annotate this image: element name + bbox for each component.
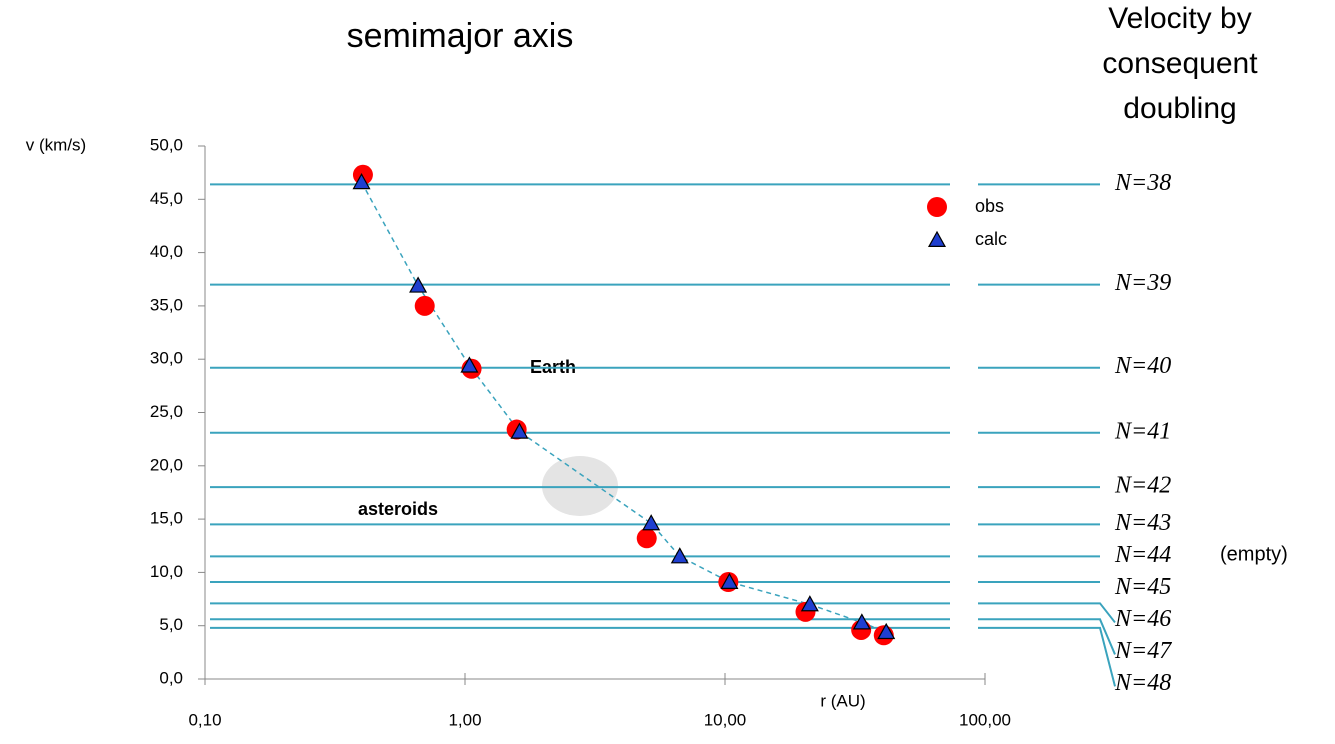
legend-label: calc — [975, 229, 1007, 249]
y-tick-label: 0,0 — [159, 668, 183, 687]
x-axis-label: r (AU) — [820, 691, 865, 710]
x-tick-label: 10,00 — [704, 710, 747, 729]
chart-title: semimajor axis — [347, 17, 574, 55]
level-label: N=45 — [1114, 574, 1171, 600]
level-label: N=39 — [1114, 270, 1171, 296]
level-connector — [978, 619, 1115, 654]
annotation: asteroids — [358, 499, 438, 519]
x-tick-label: 1,00 — [448, 710, 481, 729]
asteroid-belt — [542, 456, 618, 516]
level-label: N=48 — [1114, 670, 1171, 696]
y-tick-label: 20,0 — [150, 455, 183, 474]
legend-marker — [927, 197, 947, 217]
level-label: N=42 — [1114, 473, 1171, 499]
level-label: N=41 — [1114, 418, 1171, 444]
obs-point — [637, 528, 657, 548]
y-axis-label: v (km/s) — [26, 135, 86, 154]
y-tick-label: 30,0 — [150, 349, 183, 368]
legend-marker — [929, 232, 945, 246]
obs-point — [415, 296, 435, 316]
legend-label: obs — [975, 196, 1004, 216]
y-tick-label: 10,0 — [150, 562, 183, 581]
level-label: N=38 — [1114, 170, 1171, 196]
level-label: N=40 — [1114, 353, 1171, 379]
side-title: doubling — [1123, 92, 1236, 125]
fit-curve — [362, 182, 887, 632]
y-tick-label: 5,0 — [159, 615, 183, 634]
x-tick-label: 100,00 — [959, 710, 1011, 729]
x-tick-label: 0,10 — [188, 710, 221, 729]
y-tick-label: 50,0 — [150, 135, 183, 154]
level-connector — [978, 628, 1115, 687]
level-label: N=46 — [1114, 606, 1171, 632]
page: semimajor axis Velocity by consequent do… — [0, 0, 1335, 744]
annotation: (empty) — [1220, 543, 1288, 565]
level-label: N=43 — [1114, 510, 1171, 536]
y-tick-label: 45,0 — [150, 189, 183, 208]
y-tick-label: 40,0 — [150, 242, 183, 261]
level-label: N=47 — [1114, 638, 1172, 664]
y-tick-label: 25,0 — [150, 402, 183, 421]
y-tick-label: 35,0 — [150, 295, 183, 314]
calc-point — [643, 515, 659, 529]
y-tick-label: 15,0 — [150, 509, 183, 528]
chart: semimajor axis Velocity by consequent do… — [0, 0, 1335, 739]
side-title: consequent — [1102, 47, 1258, 80]
side-title: Velocity by — [1108, 2, 1251, 35]
level-label: N=44 — [1114, 542, 1171, 568]
